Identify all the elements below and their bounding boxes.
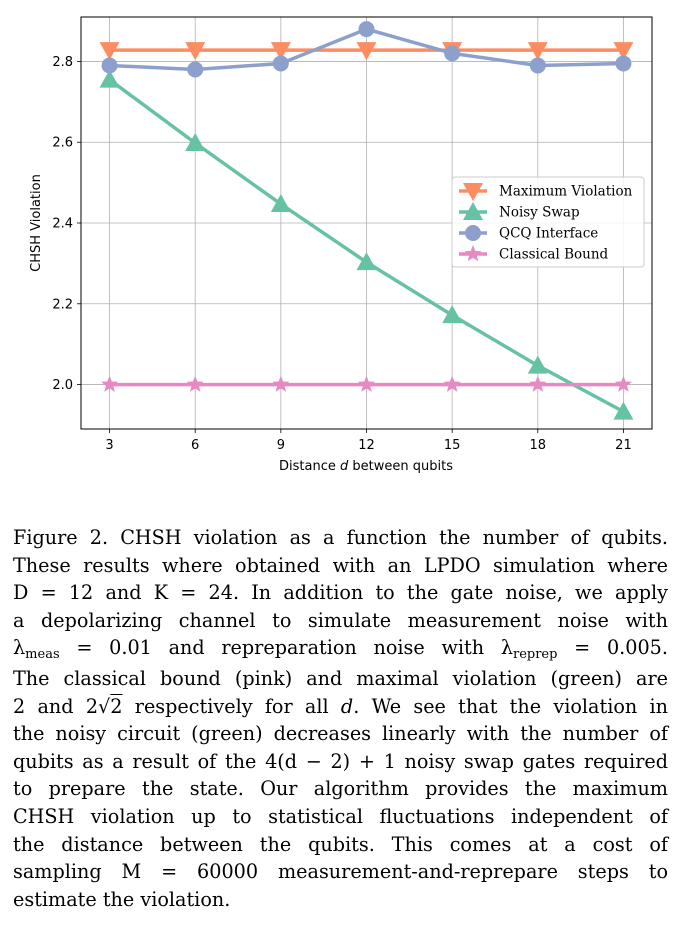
legend-qcq-interface-label: QCQ Interface xyxy=(499,226,598,242)
legend-maximum-violation-label: Maximum Violation xyxy=(499,184,633,200)
chsh-chart: 3 6 9 12 15 18 21 2.0 2.2 2.4 2.6 2.8 CHSH Violatio… xyxy=(29,16,653,474)
classical-bound-point xyxy=(186,375,204,392)
caption-line-3: D = 12 and K = 24. In addition to the ga… xyxy=(13,581,668,605)
y-tick-label: 2.4 xyxy=(52,217,73,232)
legend-box xyxy=(451,176,645,268)
series-classical-bound xyxy=(100,375,633,392)
legend-classical-bound-label: Classical Bound xyxy=(499,247,609,263)
y-tick-label: 2.8 xyxy=(52,55,73,70)
noisy-swap-point xyxy=(270,194,291,213)
x-tick-label: 18 xyxy=(530,438,547,453)
x-tick-label: 3 xyxy=(105,438,113,453)
y-tick-label: 2.2 xyxy=(52,297,73,312)
x-tick-label: 21 xyxy=(615,438,632,453)
caption-line-11: CHSH violation up to statistical fluctua… xyxy=(13,804,668,828)
noisy-swap-point xyxy=(442,305,463,324)
legend: Maximum Violation Noisy Swap QCQ Interface… xyxy=(451,176,645,268)
classical-bound-point xyxy=(529,375,547,392)
y-tick-label: 2.6 xyxy=(52,136,73,151)
maximum-violation-point xyxy=(613,42,634,61)
series-layer xyxy=(99,21,634,420)
y-tick-label: 2.0 xyxy=(52,378,73,393)
legend-noisy-swap-label: Noisy Swap xyxy=(499,205,580,221)
classical-bound-point xyxy=(614,375,633,392)
qcq-interface-point xyxy=(444,45,461,62)
noisy-swap-point xyxy=(527,355,548,374)
qcq-interface-point xyxy=(615,55,632,72)
qcq-interface-point xyxy=(101,57,118,74)
maximum-violation-point xyxy=(527,42,548,61)
classical-bound-point xyxy=(357,375,376,392)
axis-ticks: 3 6 9 12 15 18 21 2.0 2.2 2.4 2.6 2.8 xyxy=(52,55,631,453)
legend-maximum-violation-marker xyxy=(463,183,483,201)
series-noisy-swap xyxy=(99,69,634,420)
caption-line-5: λmeas = 0.01 and repreparation noise wit… xyxy=(13,636,668,663)
x-tick-label: 12 xyxy=(358,438,375,453)
series-maximum-violation xyxy=(99,42,634,61)
caption-line-14: estimate the violation. xyxy=(13,887,231,911)
x-axis-title: Distance d between qubits xyxy=(279,459,453,474)
x-tick-label: 6 xyxy=(191,438,199,453)
classical-bound-point xyxy=(100,375,119,392)
maximum-violation-point xyxy=(99,42,120,61)
noisy-swap-point xyxy=(356,252,377,271)
noisy-swap-point xyxy=(185,133,206,152)
caption-line-12: the distance between the qubits. This co… xyxy=(13,832,668,856)
caption-line-7: 2 and 2√2 respectively for all d. We see… xyxy=(13,694,669,718)
caption-line-1: Figure 2. CHSH violation as a function t… xyxy=(13,526,668,549)
qcq-interface-point xyxy=(187,61,204,78)
caption-line-10: to prepare the state. Our algorithm prov… xyxy=(13,777,668,801)
figure-caption: Figure 2. CHSH violation as a function t… xyxy=(13,524,668,913)
legend-classical-bound-marker xyxy=(464,245,482,262)
legend-noisy-swap-marker xyxy=(463,202,483,220)
x-tick-label: 15 xyxy=(444,438,461,453)
classical-bound-point xyxy=(443,375,461,392)
caption-line-9: qubits as a result of the 4(d − 2) + 1 n… xyxy=(13,749,668,773)
qcq-interface-point xyxy=(272,55,289,72)
maximum-violation-point xyxy=(185,42,206,61)
series-qcq-interface xyxy=(101,21,632,78)
caption-line-13: sampling M = 60000 measurement-and-repre… xyxy=(13,860,668,884)
qcq-interface-point xyxy=(358,21,375,38)
maximum-violation-point xyxy=(270,42,291,61)
x-tick-label: 9 xyxy=(277,438,285,453)
legend-qcq-interface-marker xyxy=(465,225,481,241)
caption-line-8: the noisy circuit (green) decreases line… xyxy=(13,722,668,746)
caption-line-2: These results where obtained with an LPD… xyxy=(13,553,668,577)
caption-line-6: The classical bound (pink) and maximal v… xyxy=(13,666,668,690)
caption-line-4: a depolarizing channel to simulate measu… xyxy=(13,608,668,632)
maximum-violation-point xyxy=(356,42,377,61)
noisy-swap-point xyxy=(613,401,634,420)
y-axis-title: CHSH Violation xyxy=(29,174,44,272)
classical-bound-point xyxy=(272,375,290,392)
noisy-swap-point xyxy=(99,69,120,88)
qcq-interface-point xyxy=(529,57,546,74)
